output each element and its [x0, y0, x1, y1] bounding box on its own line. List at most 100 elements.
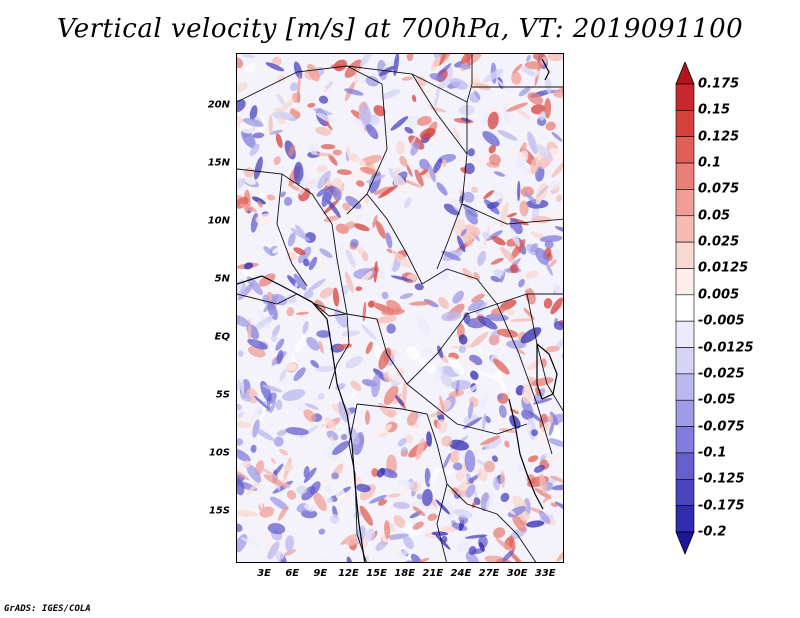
velocity-cell — [275, 399, 283, 411]
velocity-cell — [359, 270, 373, 284]
velocity-cell — [307, 63, 320, 82]
velocity-cell — [361, 250, 369, 262]
velocity-cell — [542, 494, 552, 504]
velocity-cell — [306, 336, 320, 351]
velocity-cell — [237, 82, 248, 93]
velocity-cell — [400, 447, 408, 454]
velocity-cell — [400, 486, 410, 496]
velocity-cell — [394, 252, 411, 268]
velocity-shading — [237, 54, 563, 562]
velocity-cell — [477, 316, 498, 330]
velocity-cell — [488, 154, 501, 166]
velocity-cell — [471, 186, 478, 193]
lat-label: 10N — [207, 215, 230, 227]
velocity-cell — [416, 116, 432, 126]
velocity-cell — [509, 535, 516, 551]
colorbar-level-label: -0.075 — [698, 419, 745, 435]
velocity-cell — [359, 54, 373, 67]
colorbar-segment — [675, 452, 695, 480]
velocity-cell — [430, 56, 441, 71]
velocity-cell — [290, 82, 298, 92]
velocity-cell — [380, 89, 401, 100]
velocity-cell — [366, 174, 386, 183]
velocity-cell — [341, 330, 361, 337]
velocity-cell — [544, 98, 552, 119]
velocity-cell — [332, 314, 341, 329]
velocity-cell — [533, 464, 546, 473]
velocity-cell — [414, 283, 424, 291]
velocity-cell — [293, 161, 304, 185]
velocity-cell — [440, 373, 453, 387]
velocity-cell — [435, 499, 450, 515]
velocity-cell — [498, 404, 507, 419]
velocity-cell — [544, 240, 554, 249]
velocity-cell — [419, 128, 436, 140]
velocity-cell — [272, 56, 282, 66]
velocity-cell — [518, 278, 525, 288]
velocity-cell — [393, 54, 400, 76]
velocity-cell — [477, 346, 483, 355]
velocity-cell — [344, 271, 354, 294]
velocity-cell — [279, 448, 289, 456]
velocity-cell — [452, 509, 473, 518]
velocity-cell — [446, 233, 452, 241]
velocity-cell — [553, 249, 562, 258]
velocity-cell — [361, 324, 377, 341]
velocity-cell — [484, 437, 502, 450]
map-title: Vertical velocity [m/s] at 700hPa, VT: 2… — [56, 14, 744, 44]
colorbar-segment — [675, 347, 695, 375]
velocity-cell — [416, 493, 423, 500]
velocity-cell — [418, 358, 437, 374]
colorbar-level-label: -0.0125 — [698, 340, 754, 356]
velocity-cell — [458, 345, 467, 353]
velocity-cell — [531, 216, 552, 224]
velocity-cell — [326, 430, 339, 441]
colorbar-segment — [675, 215, 695, 243]
velocity-cell — [527, 131, 538, 155]
velocity-cell — [237, 467, 250, 481]
lon-label: 30E — [506, 568, 528, 579]
colorbar-bottom-triangle — [675, 531, 695, 556]
velocity-cell — [356, 180, 365, 187]
velocity-cell — [345, 356, 363, 369]
velocity-cell — [237, 403, 242, 411]
velocity-cell — [503, 505, 516, 515]
velocity-cell — [288, 144, 296, 157]
velocity-cell — [293, 273, 307, 291]
velocity-cell — [554, 226, 563, 235]
lon-label: 18E — [394, 568, 416, 579]
velocity-cell — [263, 474, 285, 487]
velocity-cell — [433, 158, 443, 174]
velocity-cell — [556, 194, 563, 203]
colorbar-top-triangle — [675, 62, 695, 85]
velocity-cell — [521, 383, 534, 404]
velocity-cell — [552, 283, 563, 297]
colorbar-segment — [675, 241, 695, 269]
velocity-cell — [428, 467, 440, 485]
velocity-cell — [436, 419, 448, 434]
colorbar-segment — [675, 268, 695, 296]
velocity-cell — [482, 413, 487, 432]
velocity-cell — [387, 493, 401, 498]
colorbar-level-label: -0.175 — [698, 498, 745, 514]
velocity-cell — [493, 527, 506, 539]
colorbar-segment — [675, 110, 695, 138]
velocity-cell — [333, 177, 343, 188]
velocity-cell — [378, 185, 398, 199]
velocity-cell — [303, 258, 310, 267]
velocity-cell — [453, 462, 463, 471]
velocity-cell — [492, 477, 500, 491]
velocity-cell — [320, 480, 329, 486]
velocity-cell — [443, 203, 460, 216]
velocity-cell — [353, 223, 370, 232]
velocity-cell — [500, 246, 517, 265]
velocity-cell — [438, 296, 450, 309]
velocity-cell — [459, 189, 464, 196]
velocity-cell — [266, 194, 276, 201]
velocity-cell — [269, 496, 289, 511]
velocity-cell — [365, 528, 376, 542]
velocity-cell — [502, 549, 515, 562]
velocity-cell — [511, 71, 522, 85]
velocity-cell — [309, 481, 321, 495]
velocity-cell — [369, 494, 387, 504]
